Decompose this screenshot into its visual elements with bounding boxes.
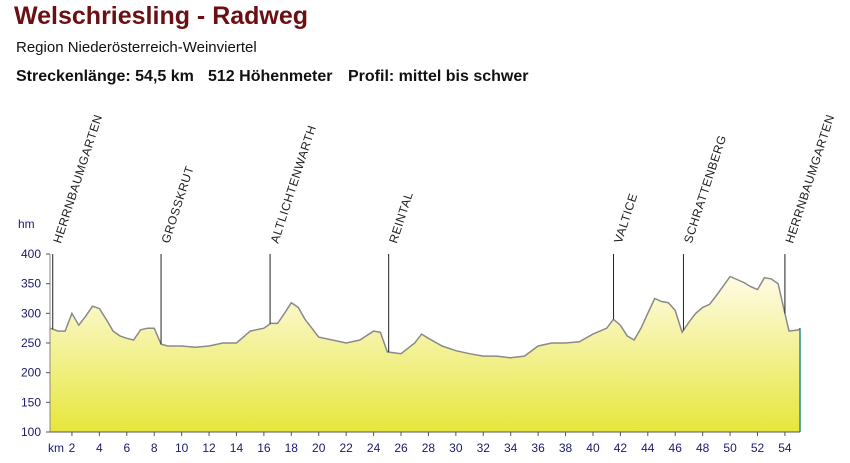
marker-label: VALTICE xyxy=(611,191,640,245)
x-tick-label: 52 xyxy=(751,441,765,455)
title: Welschriesling - Radweg xyxy=(14,2,308,30)
x-tick-label: 24 xyxy=(367,441,381,455)
info: Streckenlänge: 54,5 km xyxy=(16,68,194,85)
x-tick-label: 14 xyxy=(230,441,244,455)
x-tick-label: 12 xyxy=(202,441,216,455)
y-tick-label: 300 xyxy=(21,306,41,320)
x-tick-label: 54 xyxy=(778,441,792,455)
x-tick-label: 36 xyxy=(531,441,545,455)
x-tick-label: 16 xyxy=(257,441,271,455)
x-tick-label: 44 xyxy=(641,441,655,455)
x-tick-label: 10 xyxy=(175,441,189,455)
x-tick-label: 18 xyxy=(285,441,299,455)
x-tick-label: 6 xyxy=(123,441,130,455)
x-tick-label: 8 xyxy=(151,441,158,455)
area-fill xyxy=(50,276,800,432)
y-tick-label: 200 xyxy=(21,366,41,380)
y-axis-label: hm xyxy=(18,217,35,231)
x-tick-label: 32 xyxy=(477,441,491,455)
marker-label: SCHRATTENBERG xyxy=(681,133,729,245)
x-tick-label: 42 xyxy=(614,441,628,455)
x-axis-label: km xyxy=(48,441,64,455)
marker-label: HERRNBAUMGARTEN xyxy=(782,113,837,245)
y-tick-label: 100 xyxy=(21,425,41,439)
x-tick-label: 4 xyxy=(96,441,103,455)
subtitle: Region Niederösterreich-Weinviertel xyxy=(16,39,257,56)
marker-label: GROSSKRUT xyxy=(159,164,197,245)
marker-label: ALTLICHTENWARTH xyxy=(268,123,319,245)
x-tick-label: 22 xyxy=(339,441,353,455)
marker-label: REINTAL xyxy=(386,190,416,245)
x-tick-label: 48 xyxy=(696,441,710,455)
x-tick-label: 28 xyxy=(422,441,436,455)
x-tick-label: 34 xyxy=(504,441,518,455)
y-tick-label: 400 xyxy=(21,247,41,261)
marker-label: HERRNBAUMGARTEN xyxy=(50,113,105,245)
info: 512 Höhenmeter xyxy=(208,68,333,85)
info: Profil: mittel bis schwer xyxy=(348,68,528,85)
x-tick-label: 46 xyxy=(669,441,683,455)
profile-line xyxy=(49,275,801,359)
x-tick-label: 30 xyxy=(449,441,463,455)
x-tick-label: 50 xyxy=(723,441,737,455)
x-tick-label: 20 xyxy=(312,441,326,455)
y-tick-label: 350 xyxy=(21,277,41,291)
y-tick-label: 250 xyxy=(21,336,41,350)
x-tick-label: 2 xyxy=(69,441,76,455)
x-tick-label: 26 xyxy=(394,441,408,455)
x-tick-label: 38 xyxy=(559,441,573,455)
x-tick-label: 40 xyxy=(586,441,600,455)
y-tick-label: 150 xyxy=(21,395,41,409)
